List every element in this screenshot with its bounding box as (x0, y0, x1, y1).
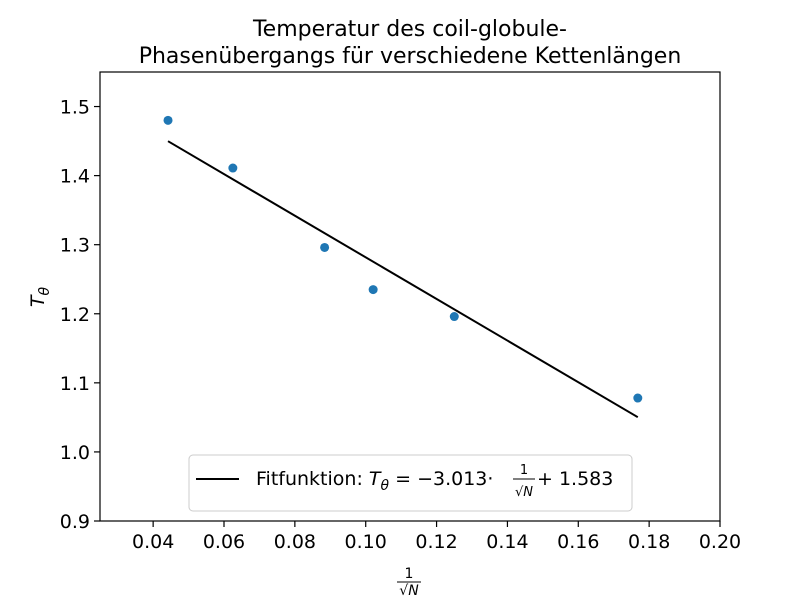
y-tick-label: 1.0 (60, 442, 90, 464)
data-point (228, 163, 238, 173)
data-point (449, 312, 459, 322)
legend-frac-num: 1 (520, 463, 528, 478)
y-tick-label: 0.9 (60, 511, 90, 533)
y-tick-label: 1.1 (60, 373, 90, 395)
x-label-numerator: 1 (405, 566, 414, 582)
y-label-subscript: θ (37, 286, 53, 295)
y-tick-label: 1.3 (60, 235, 90, 257)
x-tick-label: 0.10 (345, 531, 387, 553)
legend-frac-den: √N (515, 485, 533, 500)
x-tick-label: 0.18 (628, 531, 670, 553)
y-tick-label: 1.4 (60, 166, 90, 188)
legend-formula-sub: θ (381, 478, 390, 494)
y-tick-label: 1.5 (60, 97, 90, 119)
legend: Fitfunktion: Tθ = −3.013· 1 √N + 1.583 (188, 454, 633, 512)
legend-prefix: Fitfunktion: (256, 468, 369, 490)
y-axis-ticks: 0.9 1.0 1.1 1.2 1.3 1.4 1.5 (60, 97, 100, 533)
fit-line (167, 140, 639, 419)
x-axis-ticks: 0.04 0.06 0.08 0.10 0.12 0.14 0.16 0.18 0.20 (132, 521, 741, 553)
x-tick-label: 0.14 (486, 531, 528, 553)
x-tick-label: 0.08 (274, 531, 316, 553)
legend-box (188, 454, 633, 512)
x-tick-label: 0.20 (699, 531, 741, 553)
x-tick-label: 0.04 (132, 531, 174, 553)
chart-title-line-1: Temperatur des coil-globule- (252, 17, 567, 42)
x-axis-label: 1 √N (397, 566, 421, 599)
legend-formula-mid: = −3.013· (389, 468, 493, 490)
x-tick-label: 0.16 (557, 531, 599, 553)
x-tick-label: 0.12 (415, 531, 457, 553)
y-label-symbol: T (27, 294, 49, 307)
y-label-text: Tθ (27, 286, 53, 307)
y-axis-label: Tθ (27, 286, 53, 307)
data-point (633, 393, 643, 403)
chart-title-line-2: Phasenübergangs für verschiedene Kettenl… (139, 44, 682, 69)
x-tick-label: 0.06 (203, 531, 245, 553)
legend-formula-right: + 1.583 (537, 468, 613, 490)
plot-frame (99, 71, 721, 522)
data-point (163, 115, 173, 125)
data-point (320, 242, 330, 252)
x-label-denominator: √N (399, 583, 419, 599)
data-points (163, 115, 643, 403)
data-point (368, 285, 378, 295)
y-tick-label: 1.2 (60, 304, 90, 326)
legend-formula-t: T (369, 468, 382, 490)
legend-label: Fitfunktion: Tθ = −3.013· (256, 468, 493, 494)
